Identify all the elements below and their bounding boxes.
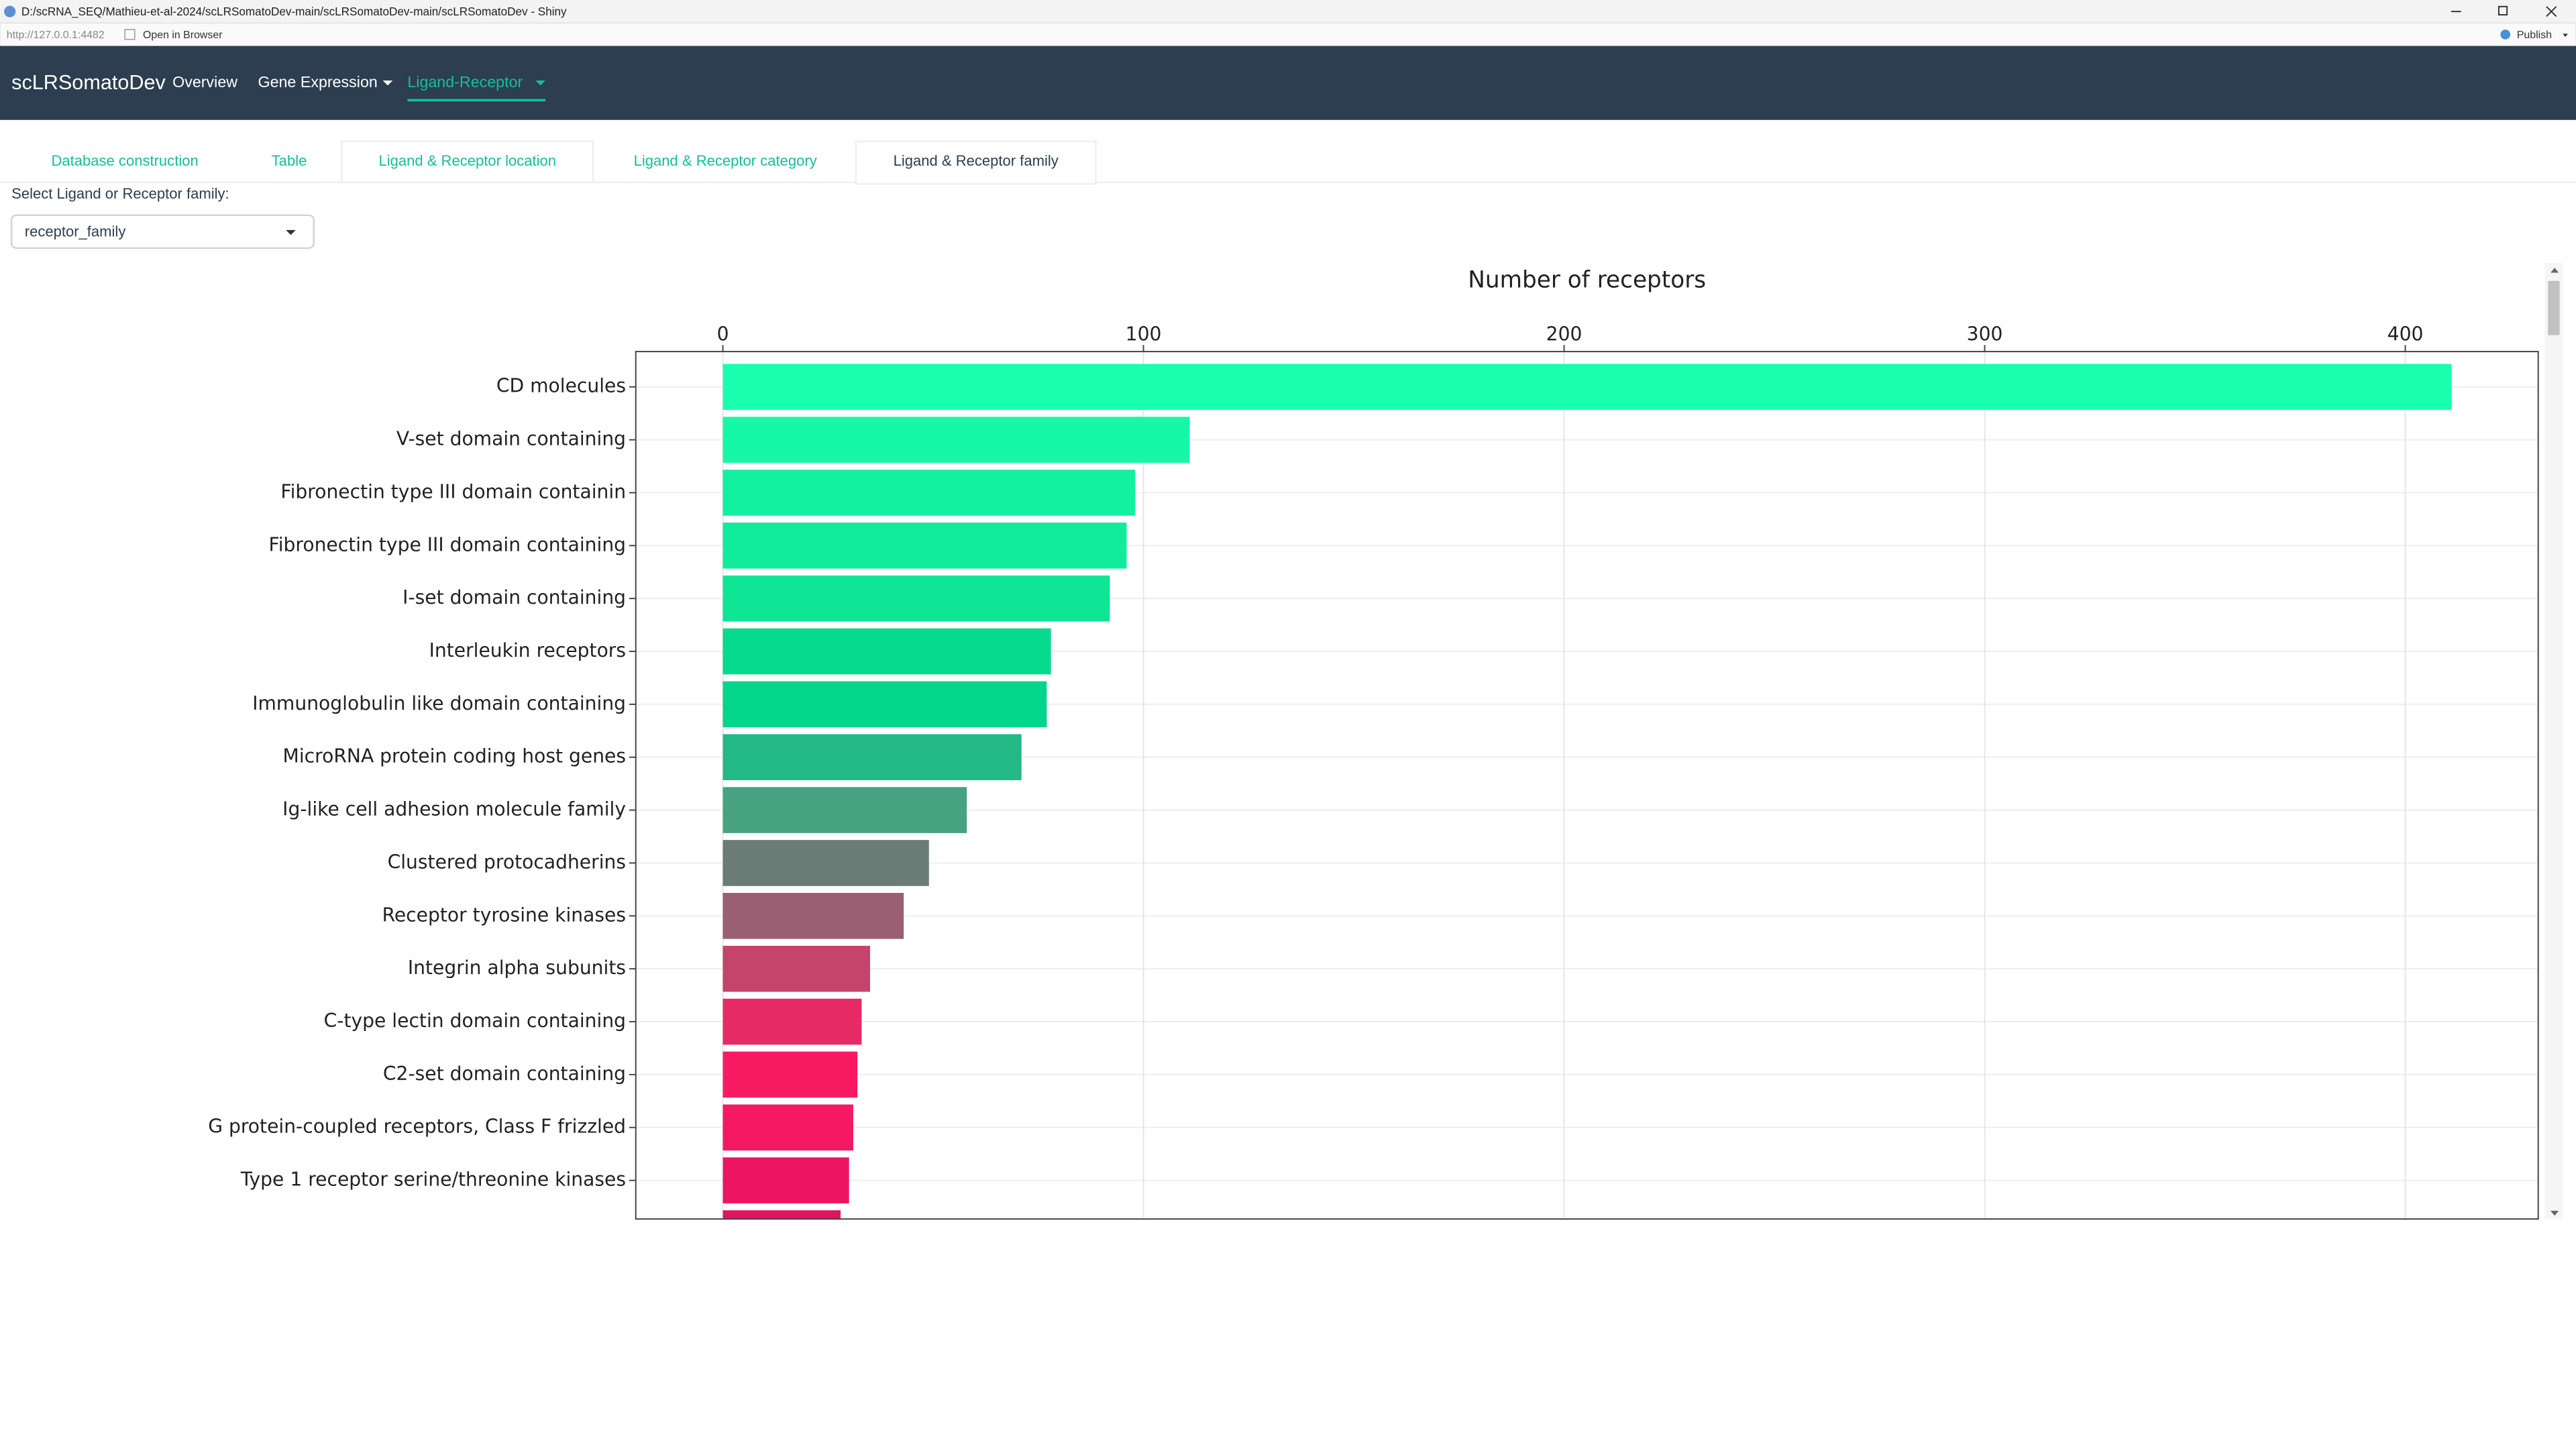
bar <box>722 364 2452 411</box>
window-title: D:/scRNA_SEQ/Mathieu-et-al-2024/scLRSoma… <box>21 5 567 18</box>
y-tick-label: Clustered protocadherins <box>388 851 626 873</box>
y-tick-label: C2-set domain containing <box>383 1063 626 1085</box>
scroll-thumb[interactable] <box>2548 280 2560 335</box>
bar <box>722 1104 853 1151</box>
caret <box>286 229 296 235</box>
scrollbar[interactable] <box>2544 262 2563 1220</box>
bar <box>722 628 1051 675</box>
y-tick-label: I-set domain containing <box>402 586 626 608</box>
bar <box>722 417 1190 463</box>
y-tick-label: V-set domain containing <box>396 428 626 450</box>
title-bar <box>0 0 2576 23</box>
scroll-down[interactable] <box>2551 1210 2559 1216</box>
select-value[interactable]: receptor_family <box>25 223 126 239</box>
y-tick-label: Receptor tyrosine kinases <box>382 904 626 926</box>
tab[interactable]: Ligand & Receptor category <box>634 152 817 169</box>
chart: Number of receptors 0 100 200 300 400 CD mole… <box>208 266 2539 1220</box>
bar <box>722 893 904 939</box>
nav-item[interactable]: Overview <box>172 73 237 91</box>
publish-icon <box>2500 30 2511 40</box>
address-bar <box>0 22 2576 47</box>
bar <box>722 470 1136 516</box>
y-tick-label: MicroRNA protein coding host genes <box>283 745 627 767</box>
open-in-browser[interactable]: Open in Browser <box>143 30 223 41</box>
scroll-up[interactable] <box>2551 268 2559 273</box>
bar <box>722 734 1022 781</box>
y-tick-label: Integrin alpha subunits <box>408 957 626 979</box>
y-tick-label: Type 1 receptor serine/threonine kinases <box>240 1169 626 1191</box>
y-tick-label: C-type lectin domain containing <box>324 1010 626 1032</box>
y-tick-label: Immunoglobulin like domain containing <box>252 692 626 714</box>
select-label: Select Ligand or Receptor family: <box>11 185 229 202</box>
navbar <box>0 46 2576 120</box>
tab-active[interactable]: Ligand & Receptor family <box>894 152 1059 169</box>
y-tick-label: Fibronectin type III domain containing <box>269 533 627 555</box>
tab[interactable]: Database construction <box>52 152 199 169</box>
brand[interactable]: scLRSomatoDev <box>11 71 166 94</box>
x-tick-label: 100 <box>1126 323 1162 345</box>
plot-frame <box>635 351 2539 1220</box>
bar <box>722 1157 849 1203</box>
y-tick-label: Fibronectin type III domain containin <box>280 480 626 502</box>
app-icon <box>4 5 16 17</box>
y-tick-label: Interleukin receptors <box>429 639 626 661</box>
bar <box>722 1051 858 1098</box>
select-box[interactable] <box>10 214 315 250</box>
nav-item[interactable]: Gene Expression <box>258 73 377 91</box>
y-tick-label: Ig-like cell adhesion molecule family <box>282 798 626 820</box>
restore-button[interactable] <box>2498 5 2508 16</box>
bar <box>722 998 862 1045</box>
url: http://127.0.0.1:4482 <box>7 30 105 41</box>
x-tick-label: 400 <box>2387 323 2424 345</box>
caret <box>2563 34 2568 38</box>
x-tick-label: 300 <box>1967 323 2003 345</box>
chart-title: Number of receptors <box>1468 266 1706 293</box>
tab[interactable]: Table <box>272 152 307 169</box>
bar <box>722 840 929 886</box>
bar <box>722 575 1110 622</box>
bar <box>722 945 870 992</box>
y-tick-label: CD molecules <box>496 375 626 397</box>
publish-button[interactable]: Publish <box>2517 30 2552 41</box>
caret <box>382 80 393 86</box>
bar <box>722 787 967 833</box>
bar <box>722 1210 841 1220</box>
caret <box>535 80 546 86</box>
bar <box>722 523 1127 569</box>
bar <box>722 681 1047 728</box>
tab-outline <box>341 140 594 184</box>
tab-active-box <box>855 140 1097 185</box>
tab[interactable]: Ligand & Receptor location <box>378 152 556 169</box>
x-tick-label: 0 <box>717 323 729 345</box>
x-tick-label: 200 <box>1546 323 1582 345</box>
nav-item-active[interactable]: Ligand-Receptor <box>407 73 523 91</box>
browser-icon <box>124 29 136 40</box>
plot-area <box>635 352 2538 1220</box>
y-tick-label: G protein-coupled receptors, Class F fri… <box>208 1116 626 1138</box>
close-button[interactable] <box>2546 6 2557 17</box>
